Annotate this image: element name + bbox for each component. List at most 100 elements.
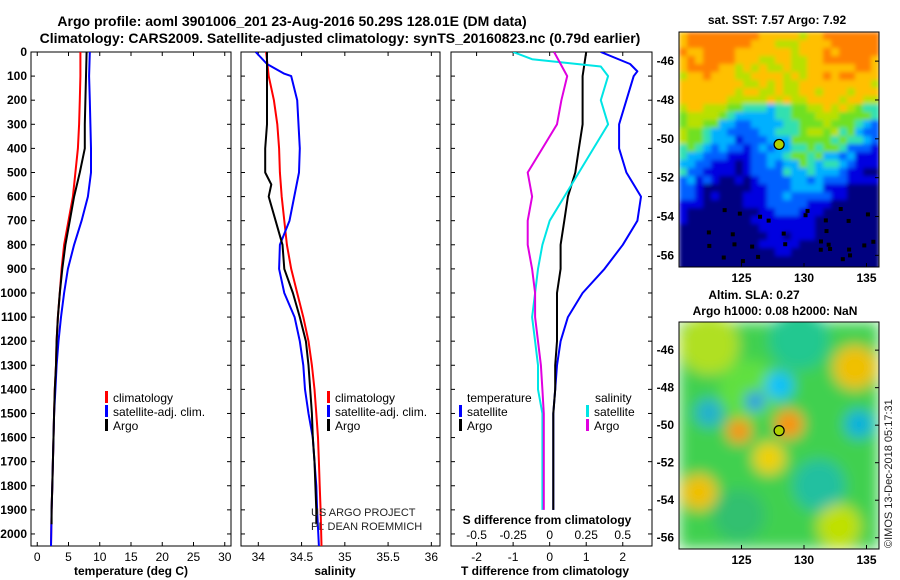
sst-cell: [695, 168, 704, 177]
sst-cell: [703, 104, 712, 113]
series-line-climatology: [50, 52, 82, 546]
depth-tick-label: 1400: [0, 382, 27, 396]
sst-cell: [703, 208, 712, 217]
x-tick-label: -1: [508, 550, 519, 564]
sst-cell: [767, 48, 776, 57]
sst-cell: [839, 248, 848, 257]
sst-cell: [735, 136, 744, 145]
sst-cell: [871, 40, 879, 49]
sst-cell: [687, 184, 696, 193]
sst-cell: [791, 240, 800, 249]
timestamp-label: ©IMOS 13-Dec-2018 05:17:31: [883, 399, 895, 548]
sst-cell: [767, 216, 776, 225]
sst-cell: [735, 224, 744, 233]
sst-missing-pixel: [781, 231, 786, 236]
sst-cell: [791, 72, 800, 81]
sst-cell: [687, 264, 696, 267]
salinity-axis-ticks: 34 34.5 35 35.5 36: [252, 52, 438, 564]
sst-cell: [711, 104, 720, 113]
sst-cell: [783, 88, 792, 97]
sst-cell: [759, 64, 768, 73]
sst-cell: [863, 200, 872, 209]
sst-cell: [799, 152, 808, 161]
sst-cell: [831, 48, 840, 57]
sst-cell: [703, 200, 712, 209]
sst-cell: [831, 216, 840, 225]
sst-cell: [751, 120, 760, 129]
sst-cell: [727, 256, 736, 265]
sla-profile-location-marker: [773, 425, 785, 437]
sla-anomaly-blob: [679, 322, 739, 375]
sst-cell: [767, 136, 776, 145]
sst-cell: [751, 40, 760, 49]
sst-cell: [847, 208, 856, 217]
sst-cell: [719, 40, 728, 49]
sst-cell: [735, 48, 744, 57]
sst-cell: [871, 128, 879, 137]
sst-cell: [759, 72, 768, 81]
sst-cell: [711, 184, 720, 193]
map-y-tick-label: -54: [657, 493, 675, 507]
sst-cell: [815, 264, 824, 267]
sst-cell: [703, 216, 712, 225]
sst-cell: [719, 88, 728, 97]
sst-cell: [815, 56, 824, 65]
sst-cell: [679, 176, 688, 185]
sst-cell: [775, 120, 784, 129]
sst-cell: [775, 224, 784, 233]
sst-cell: [775, 256, 784, 265]
sst-cell: [823, 192, 832, 201]
sst-cell: [799, 232, 808, 241]
sst-cell: [839, 208, 848, 217]
sst-cell: [863, 32, 872, 41]
sst-cell: [735, 256, 744, 265]
sst-missing-pixel: [766, 218, 771, 223]
sst-cell: [751, 248, 760, 257]
sst-cell: [759, 248, 768, 257]
sst-cell: [703, 248, 712, 257]
sst-cell: [759, 80, 768, 89]
sst-cell: [759, 40, 768, 49]
sst-cell: [735, 64, 744, 73]
sst-cell: [703, 152, 712, 161]
sst-cell: [759, 168, 768, 177]
sst-cell: [743, 240, 752, 249]
sst-cell: [823, 264, 832, 267]
sst-cell: [823, 48, 832, 57]
legend-swatch-climatology: [105, 391, 108, 403]
x-tick-label: 25: [187, 550, 201, 564]
sst-cell: [767, 176, 776, 185]
sst-cell: [791, 40, 800, 49]
series-line-argo: [264, 52, 318, 525]
sst-cell: [815, 32, 824, 41]
sst-cell: [783, 168, 792, 177]
sst-cell: [743, 184, 752, 193]
sst-cell: [727, 160, 736, 169]
sst-cell: [703, 120, 712, 129]
sst-cell: [839, 232, 848, 241]
sst-cell: [855, 256, 864, 265]
sst-cell: [871, 144, 879, 153]
x-tick-label: 35.5: [376, 550, 400, 564]
sst-cell: [815, 120, 824, 129]
s-diff-tick-label: -0.5: [466, 528, 487, 542]
sst-cell: [791, 192, 800, 201]
sst-cell: [815, 152, 824, 161]
sst-cell: [783, 176, 792, 185]
sst-cell: [727, 192, 736, 201]
sst-cell: [743, 168, 752, 177]
sst-cell: [783, 48, 792, 57]
sst-cell: [783, 96, 792, 105]
sst-cell: [695, 144, 704, 153]
sst-cell: [863, 56, 872, 65]
sst-cell: [815, 144, 824, 153]
sst-cell: [831, 192, 840, 201]
sst-cell: [871, 104, 879, 113]
sst-cell: [711, 208, 720, 217]
sst-cell: [831, 112, 840, 121]
sla-anomaly-blob: [817, 504, 861, 549]
sst-cell: [847, 264, 856, 267]
sst-cell: [823, 208, 832, 217]
sst-cell: [799, 136, 808, 145]
sst-cell: [695, 208, 704, 217]
